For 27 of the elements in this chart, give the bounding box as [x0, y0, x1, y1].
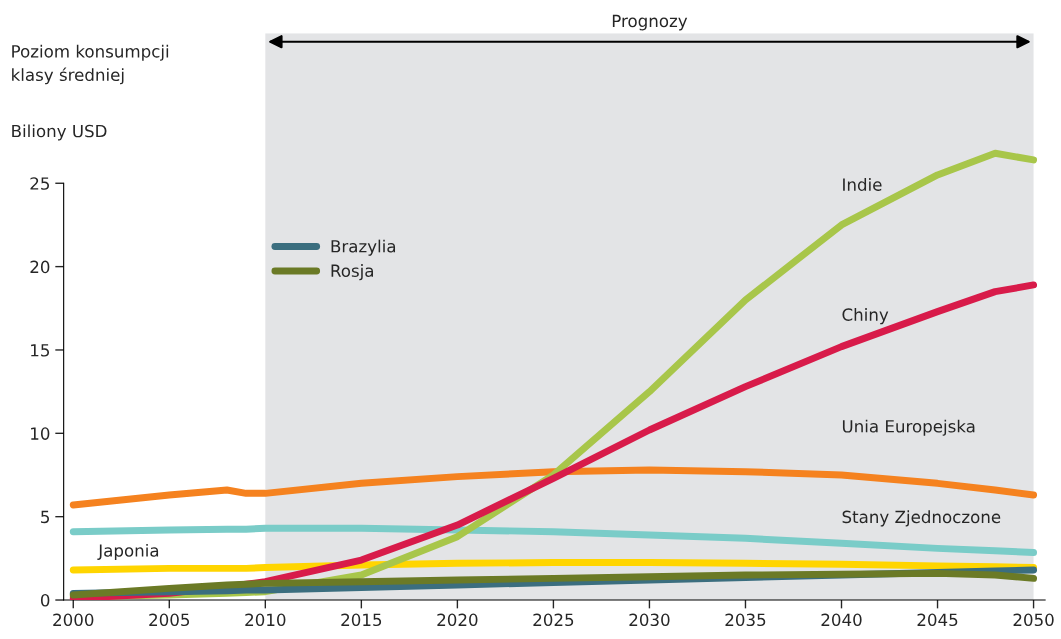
x-tick-label: 2040 [821, 613, 862, 627]
y-tick-label: 15 [31, 344, 50, 357]
x-tick-label: 2030 [629, 613, 670, 627]
x-tick-label: 2005 [149, 613, 190, 627]
series-label: Chiny [842, 308, 889, 325]
x-tick-label: 2010 [245, 613, 286, 627]
legend-label: Rosja [331, 264, 373, 281]
x-tick-label: 2050 [1013, 613, 1054, 627]
x-tick-label: 2020 [437, 613, 478, 627]
x-tick-label: 2025 [533, 613, 574, 627]
text: Poziom konsumpcji klasy średniej [12, 44, 169, 85]
text: Unia Europejska [842, 419, 975, 436]
legend-label: Brazylia [331, 239, 396, 256]
x-tick-label: 2000 [53, 613, 94, 627]
x-tick-label: 2015 [341, 613, 382, 627]
series-label: Japonia [97, 543, 159, 561]
band-label: Prognozy [612, 14, 688, 31]
y-tick-label: 10 [31, 427, 50, 440]
x-tick-label: 2035 [725, 613, 766, 627]
y-tick-label: 25 [30, 177, 50, 190]
y-tick-label: 20 [30, 260, 50, 274]
series-label: Indie [843, 177, 882, 191]
y-tick-label: 5 [41, 510, 50, 524]
x-tick-label: 2045 [917, 613, 958, 627]
y-axis-title: Biliony USD [12, 124, 107, 141]
series-label: Stany Zjednoczone [842, 510, 1001, 527]
y-tick-label: 0 [40, 593, 50, 607]
